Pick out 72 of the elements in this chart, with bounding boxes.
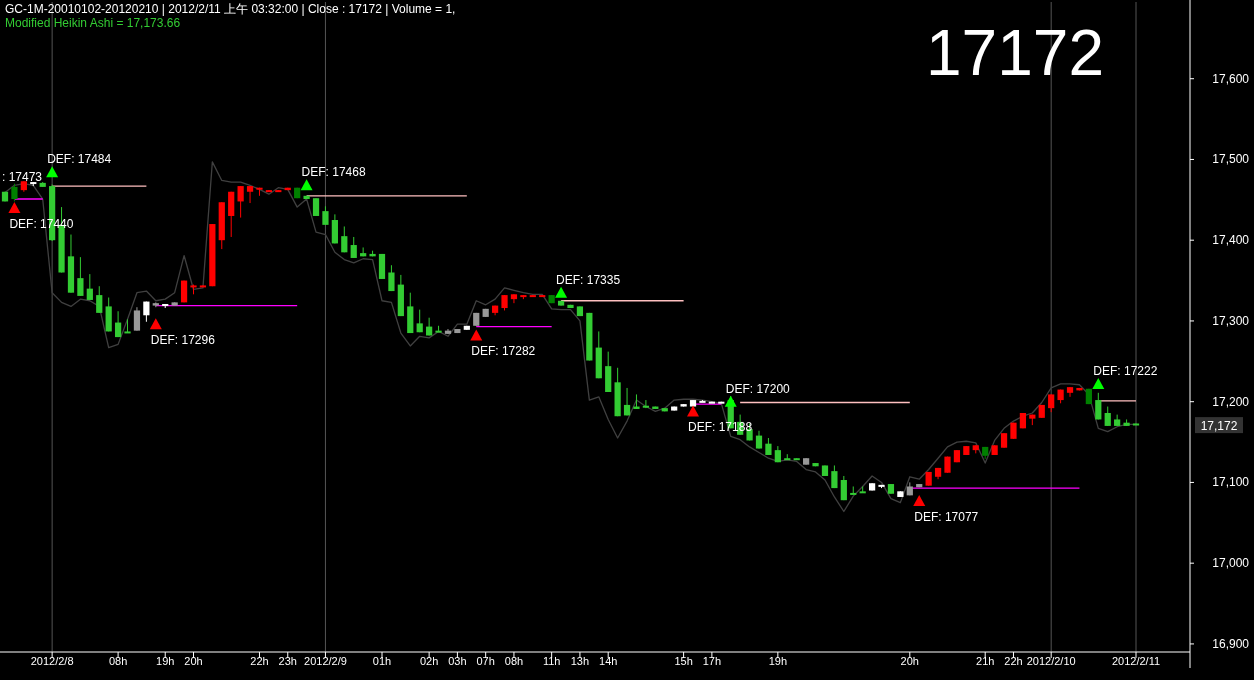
candlestick (350, 236, 357, 259)
candlestick (77, 256, 84, 297)
candlestick (322, 205, 329, 226)
data-label: DEF: 17222 (1093, 363, 1158, 378)
x-tick-label: 08h (504, 655, 524, 667)
y-tick-label: 17,000 (1212, 556, 1250, 571)
x-tick-label: 19h (768, 655, 788, 667)
x-tick-label: 22h (1004, 655, 1023, 667)
y-tick-label: 17,600 (1212, 71, 1250, 86)
candlestick (237, 185, 244, 219)
data-label: DEF: 17282 (471, 344, 536, 359)
candlestick (341, 225, 348, 253)
annotation: 17172 (926, 17, 1104, 89)
candlestick (623, 387, 631, 416)
candlestick (331, 213, 338, 244)
x-tick-label: 20h (900, 655, 919, 667)
y-tick-label: 17,500 (1212, 152, 1250, 167)
chart-title: GC-1M-20010102-20120210 | 2012/2/11 上午 03:32:00 | Close : 17172 | Volume = 1, (5, 2, 456, 16)
x-tick-label: 11h (542, 655, 561, 667)
x-tick-label: 01h (372, 655, 392, 667)
annotation: : 17473 (2, 170, 43, 185)
candlestick (1095, 392, 1102, 420)
x-tick-label: 19h (156, 655, 175, 667)
x-tick-label: 2012/2/9 (304, 655, 347, 667)
text: 17,172 (1200, 418, 1238, 433)
y-tick-label: 16,900 (1212, 636, 1250, 651)
text: Modified Heikin Ashi = 17,173.66 (5, 16, 181, 30)
y-tick-label: 17,300 (1212, 313, 1250, 328)
candlestick (1104, 406, 1111, 427)
point (8, 201, 21, 213)
data-label: DEF: 17200 (725, 381, 791, 396)
candlestick (114, 310, 122, 338)
point (555, 286, 568, 298)
y-tick-label: 17,100 (1212, 475, 1250, 490)
candlestick (133, 306, 141, 332)
candlestick (642, 399, 650, 409)
x-tick-label: 22h (250, 655, 269, 667)
x-tick-label: 23h (278, 655, 297, 667)
x-tick-label: 02h (419, 655, 439, 667)
candlestick (86, 273, 93, 301)
point (913, 495, 926, 507)
point (724, 395, 737, 407)
x-tick-label: 07h (476, 655, 495, 667)
data-label: DEF: 17077 (914, 510, 979, 525)
data-label: DEF: 17335 (556, 272, 621, 287)
point (149, 318, 162, 330)
point (46, 166, 59, 178)
x-tick-label: 03h (448, 655, 467, 667)
x-tick-label: 2012/2/11 (1111, 655, 1161, 667)
x-tick-label: 15h (674, 655, 693, 667)
candlestick (124, 318, 131, 334)
candlestick (388, 264, 395, 292)
data-label: DEF: 17296 (150, 333, 216, 348)
candlestick (96, 285, 103, 314)
data-label: DEF: 17484 (47, 152, 112, 167)
point (1092, 377, 1105, 389)
x-tick-label: 2012/2/10 (1026, 655, 1076, 667)
x-tick-label: 21h (976, 655, 995, 667)
point (687, 405, 700, 417)
candlestick (246, 185, 254, 204)
data-label: DEF: 17468 (301, 165, 366, 180)
x-tick-label: 17h (702, 655, 722, 667)
point (470, 329, 483, 341)
x-tick-label: 20h (184, 655, 203, 667)
candlestick (840, 475, 847, 501)
x-tick-label: 13h (570, 655, 590, 667)
y-tick-label: 17,400 (1212, 233, 1250, 248)
x-tick-label: 2012/2/8 (30, 655, 74, 667)
point (300, 179, 313, 191)
x-tick-label: 08h (108, 655, 128, 667)
y-tick-label: 17,200 (1212, 394, 1250, 409)
x-tick-label: 14h (599, 655, 618, 667)
